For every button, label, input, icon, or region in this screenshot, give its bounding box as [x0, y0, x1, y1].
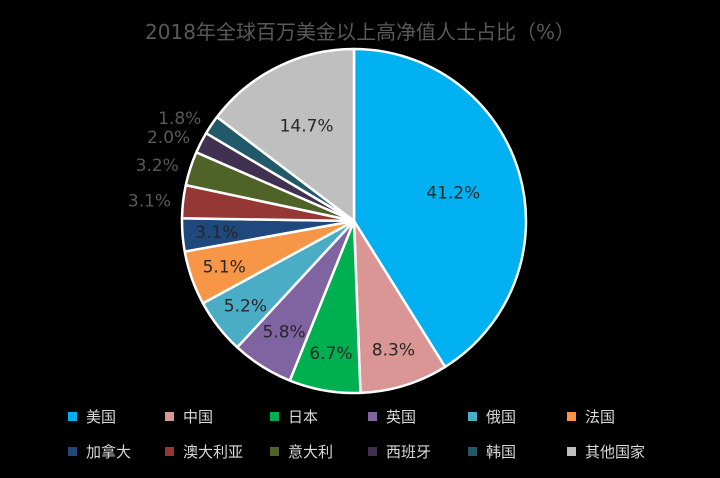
pie-slice-11	[215, 47, 356, 223]
data-label-7: 3.1%	[128, 191, 171, 211]
pie-slice-1	[352, 219, 447, 395]
data-label-4: 5.2%	[224, 297, 267, 317]
data-label-5: 5.1%	[203, 258, 246, 278]
data-label-3: 5.8%	[262, 322, 305, 342]
data-label-11: 14.7%	[280, 117, 334, 137]
data-label-9: 2.0%	[147, 128, 190, 148]
data-label-6: 3.1%	[195, 223, 238, 243]
chart-title: 2018年全球百万美金以上高净值人士占比（%）	[145, 20, 575, 44]
data-label-8: 3.2%	[136, 156, 179, 176]
data-label-10: 1.8%	[158, 109, 201, 129]
data-label-2: 6.7%	[309, 344, 352, 364]
data-label-1: 8.3%	[372, 340, 415, 360]
pie-slice-0	[352, 47, 528, 369]
data-label-0: 41.2%	[426, 184, 480, 204]
